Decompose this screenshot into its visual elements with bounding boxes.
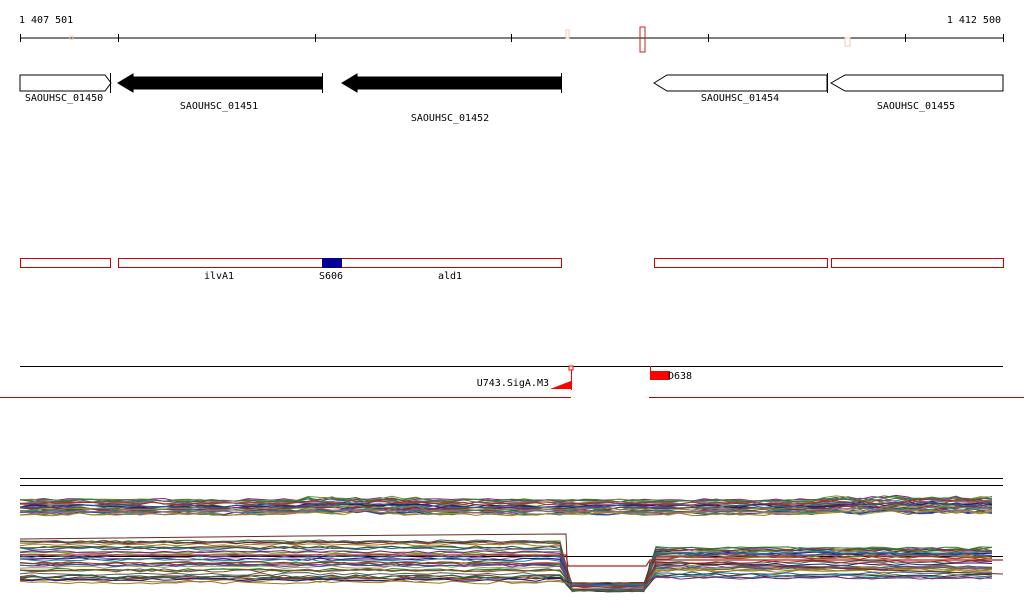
tss-marker[interactable] xyxy=(568,365,574,371)
transcript-label-ilvA1: ilvA1 xyxy=(204,271,234,282)
ruler-marker xyxy=(69,35,74,40)
gene-SAOUHSC_01455[interactable]: SAOUHSC_01455 xyxy=(829,74,1004,112)
gene-label: SAOUHSC_01455 xyxy=(877,101,955,112)
expression-line xyxy=(19,545,993,593)
expression-line xyxy=(19,499,993,506)
expression-line xyxy=(19,505,993,514)
transcript-box[interactable] xyxy=(831,258,1004,268)
gene-label: SAOUHSC_01452 xyxy=(411,113,489,124)
expression-line xyxy=(19,508,993,517)
expression-line xyxy=(19,553,993,587)
srna-S606[interactable] xyxy=(322,258,342,268)
gene-arrow[interactable] xyxy=(117,73,323,93)
gene-SAOUHSC_01452[interactable]: SAOUHSC_01452 xyxy=(341,73,562,124)
expression-line xyxy=(19,542,992,587)
expression-line xyxy=(19,562,993,586)
ruler-marker xyxy=(844,37,851,47)
ruler-end-label: 1 412 500 xyxy=(947,15,1001,26)
gene-arrow[interactable] xyxy=(653,74,828,92)
expression-line xyxy=(19,546,993,588)
ruler-start-label: 1 407 501 xyxy=(19,15,73,26)
tss-label: D638 xyxy=(668,371,692,382)
gene-SAOUHSC_01450[interactable]: SAOUHSC_01450 xyxy=(19,73,112,104)
tss-track: U743.SigA.M3 D638 xyxy=(0,365,1024,398)
expression-line xyxy=(19,550,993,587)
tss-flag xyxy=(650,371,670,380)
transcript-box[interactable] xyxy=(654,258,828,268)
transcript-track: ilvA1 S606 ald1 xyxy=(20,258,1004,282)
gene-label: SAOUHSC_01450 xyxy=(25,93,103,104)
expression-line xyxy=(19,496,993,503)
expression-line xyxy=(19,539,992,592)
expression-line xyxy=(19,548,993,587)
gene-arrow[interactable] xyxy=(19,74,112,92)
gene-label: SAOUHSC_01451 xyxy=(180,101,258,112)
expression-line xyxy=(19,495,993,503)
transcript-label-ald1: ald1 xyxy=(438,271,462,282)
expression-line xyxy=(19,555,993,586)
expression-line xyxy=(19,559,993,593)
expression-line xyxy=(19,533,1004,584)
current-region-marker[interactable] xyxy=(639,26,646,53)
gene-track: SAOUHSC_01450 SAOUHSC_01451 SAOUHSC_0145… xyxy=(19,73,1004,124)
gene-arrow[interactable] xyxy=(341,73,562,93)
expression-line xyxy=(19,503,993,511)
expression-line xyxy=(19,501,993,509)
coordinate-ruler: 1 407 501 1 412 500 xyxy=(19,15,1004,53)
tss-U743-SigA-M3[interactable]: U743.SigA.M3 xyxy=(477,365,574,390)
tss-D638[interactable]: D638 xyxy=(650,366,692,382)
expression-line xyxy=(19,546,993,585)
gene-arrow[interactable] xyxy=(829,74,1004,92)
transcript-box[interactable] xyxy=(20,258,111,268)
expression-line xyxy=(19,568,993,585)
gene-SAOUHSC_01454[interactable]: SAOUHSC_01454 xyxy=(653,73,828,104)
expression-line xyxy=(19,560,993,588)
expression-line xyxy=(19,505,993,514)
expression-track xyxy=(19,478,1004,593)
expression-line xyxy=(19,504,993,512)
expression-line xyxy=(19,500,993,509)
expression-line xyxy=(19,552,992,587)
transcript-label-S606: S606 xyxy=(319,271,343,282)
ruler-ticks xyxy=(20,34,1004,42)
expression-line xyxy=(20,554,1003,567)
gene-label: SAOUHSC_01454 xyxy=(701,93,779,104)
expression-lines xyxy=(19,494,1004,593)
gene-SAOUHSC_01451[interactable]: SAOUHSC_01451 xyxy=(117,73,323,112)
expression-line xyxy=(19,550,993,586)
ruler-marker xyxy=(565,29,570,39)
tss-label: U743.SigA.M3 xyxy=(477,378,549,389)
tss-flag xyxy=(550,381,571,389)
